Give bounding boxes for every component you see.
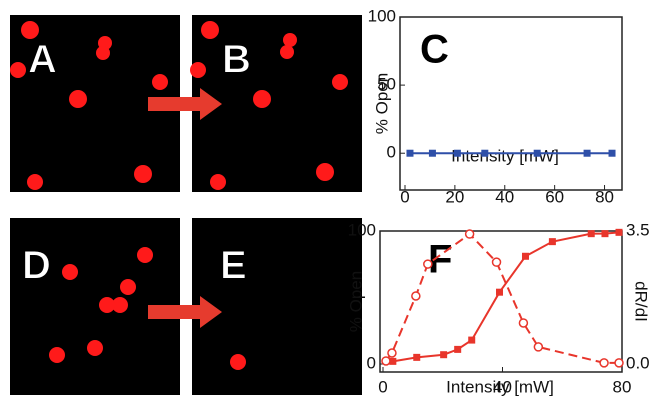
marker — [534, 150, 541, 157]
panel-label: D — [22, 244, 51, 288]
marker — [609, 150, 616, 157]
marker — [454, 346, 461, 353]
panel-label: A — [28, 38, 57, 82]
y-axis-label: % Open — [372, 73, 391, 134]
marker — [466, 230, 474, 238]
marker — [424, 260, 432, 268]
y-tick-label: 0 — [387, 143, 396, 162]
y-tick-label: 100 — [348, 220, 376, 239]
marker — [600, 359, 608, 367]
marker — [616, 229, 623, 236]
figure: A B D E C020406080050100Intensity [mW]% … — [0, 0, 652, 401]
x-axis-label: Intensity [mW] — [446, 377, 554, 396]
marker — [519, 319, 527, 327]
marker — [440, 351, 447, 358]
x-tick-label: 0 — [400, 187, 409, 206]
image-e — [192, 218, 362, 395]
series-line — [393, 232, 619, 361]
x-tick-label: 80 — [613, 377, 632, 396]
x-tick-label: 80 — [595, 187, 614, 206]
micrographs — [10, 15, 362, 395]
x-axis-label: Intensity [mW] — [451, 146, 559, 165]
marker — [588, 230, 595, 237]
panel-title: F — [428, 238, 452, 282]
marker — [615, 359, 623, 367]
y2-tick-label: 0.0 — [626, 354, 650, 373]
y-tick-label: 0 — [367, 354, 376, 373]
y2-axis-label: dR/dI — [632, 281, 651, 322]
x-tick-label: 40 — [495, 187, 514, 206]
marker — [406, 150, 413, 157]
y2-tick-label: 3.5 — [626, 220, 650, 239]
panel-label: E — [220, 244, 247, 288]
marker — [496, 289, 503, 296]
marker — [388, 349, 396, 357]
panel-label: B — [222, 38, 251, 82]
marker — [601, 230, 608, 237]
series-line — [386, 234, 619, 363]
marker — [413, 354, 420, 361]
marker — [584, 150, 591, 157]
marker — [522, 253, 529, 260]
marker — [429, 150, 436, 157]
marker — [382, 357, 390, 365]
marker — [454, 150, 461, 157]
marker — [534, 343, 542, 351]
x-tick-label: 60 — [545, 187, 564, 206]
plot-frame — [380, 231, 622, 372]
y-axis-label: % Open — [346, 271, 365, 332]
y-tick-label: 100 — [368, 6, 396, 25]
marker — [493, 258, 501, 266]
x-tick-label: 0 — [378, 377, 387, 396]
marker — [549, 238, 556, 245]
marker — [412, 292, 420, 300]
marker — [468, 337, 475, 344]
x-tick-label: 20 — [445, 187, 464, 206]
panel-title: C — [420, 28, 449, 72]
marker — [481, 150, 488, 157]
page: A B D E C020406080050100Intensity [mW]% … — [0, 0, 652, 406]
